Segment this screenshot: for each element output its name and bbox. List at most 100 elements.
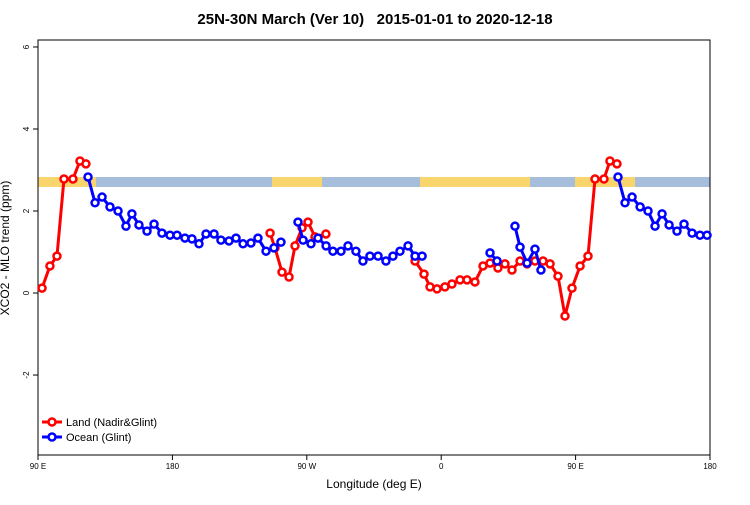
point [298,235,308,245]
point [83,172,93,182]
point [209,229,219,239]
point [447,279,457,289]
point [515,242,525,252]
point [657,209,667,219]
point [650,221,660,231]
point [702,230,712,240]
point [276,237,286,247]
point [313,233,323,243]
point [121,221,131,231]
point [134,220,144,230]
point [328,246,338,256]
point [358,256,368,266]
point [172,230,182,240]
point [672,226,682,236]
point [343,241,353,251]
x-tick-label: 0 [439,462,444,471]
point [560,311,570,321]
point [290,241,300,251]
map-strip [38,177,710,187]
point [522,258,532,268]
point [462,275,472,285]
legend-label: Ocean (Glint) [66,432,131,444]
point [284,272,294,282]
point [536,265,546,275]
point [187,234,197,244]
point [81,159,91,169]
chart-title: 25N-30N March (Ver 10) 2015-01-01 to 202… [197,11,552,28]
point [216,235,226,245]
point [157,228,167,238]
point [201,229,211,239]
point [381,256,391,266]
point [599,174,609,184]
plot-frame [37,39,711,456]
point [627,192,637,202]
point [492,256,502,266]
point [583,251,593,261]
x-tick-label: 90 E [567,462,583,471]
point [510,221,520,231]
point [687,228,697,238]
point [417,251,427,261]
point [321,241,331,251]
point [238,239,248,249]
point [303,217,313,227]
legend-marker [47,432,57,442]
point [253,233,263,243]
point [351,246,361,256]
point [613,172,623,182]
point [68,174,78,184]
point [269,243,279,253]
point [530,244,540,254]
point [545,259,555,269]
x-tick-label: 180 [166,462,180,471]
point [419,269,429,279]
point [231,233,241,243]
point [97,192,107,202]
point [293,217,303,227]
point [679,219,689,229]
point [643,206,653,216]
legend-label: Land (Nadir&Glint) [66,417,157,429]
x-tick-label: 90 W [297,462,316,471]
point [90,198,100,208]
point [265,228,275,238]
point [306,239,316,249]
point [575,261,585,271]
point [194,239,204,249]
point [52,251,62,261]
point [620,198,630,208]
y-tick-label: -2 [22,371,31,379]
point [113,206,123,216]
point [365,251,375,261]
point [149,219,159,229]
point [635,202,645,212]
point [553,271,563,281]
point [336,246,346,256]
x-axis-label: Longitude (deg E) [326,477,421,491]
x-tick-label: 180 [703,462,717,471]
point [403,241,413,251]
point [142,226,152,236]
point [664,220,674,230]
point [45,261,55,271]
point [567,283,577,293]
point [432,284,442,294]
point [395,246,405,256]
point [373,251,383,261]
point [127,209,137,219]
y-tick-label: 0 [22,290,31,295]
point [321,229,331,239]
point [507,265,517,275]
x-tick-label: 90 E [30,462,46,471]
y-tick-label: 2 [22,208,31,213]
point [500,259,510,269]
y-tick-label: 6 [22,44,31,49]
point [388,251,398,261]
point [277,267,287,277]
point [485,248,495,258]
y-tick-label: 4 [22,126,31,131]
point [612,159,622,169]
